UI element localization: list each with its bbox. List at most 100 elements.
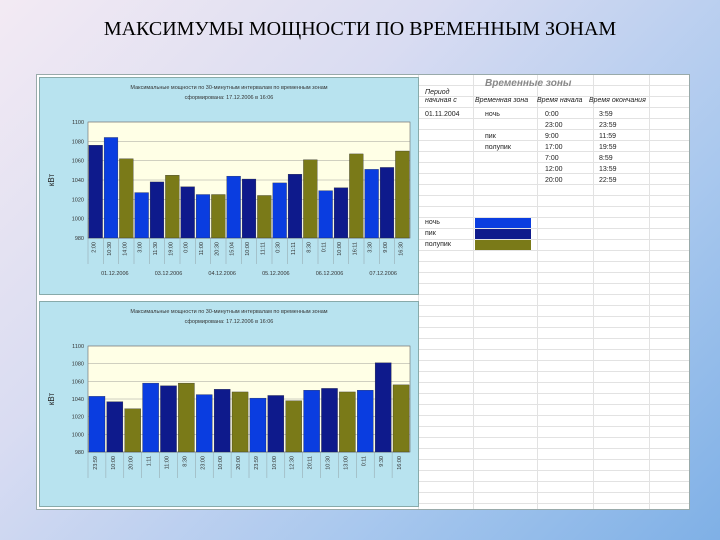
grid-column-line [537,75,538,509]
zone-cell-zone: полупик [485,144,511,151]
grid-row-line [418,129,689,130]
bar-night [88,396,106,453]
grid-row-line [418,228,689,229]
x-group-label: 03.12.2006 [155,271,183,277]
x-tick-label: 10:30 [326,456,332,470]
slide-title: МАКСИМУМЫ МОЩНОСТИ ПО ВРЕМЕННЫМ ЗОНАМ [103,18,617,40]
bar-peak [213,389,231,453]
x-tick-label: 20:11 [308,456,314,469]
zone-cell-start: 0:00 [545,111,559,118]
grid-row-line [418,162,689,163]
x-group-label: 04.12.2006 [208,271,236,277]
x-tick-label: 16:30 [398,242,404,256]
x-tick-label: 0:30 [276,242,282,253]
bar-peak [106,401,124,453]
bar-night [142,382,159,453]
grid-row-line [418,140,689,141]
x-tick-label: 15:04 [230,242,236,256]
grid-row-line [418,338,689,339]
bar-night [103,137,119,239]
grid-row-line [418,448,689,449]
bar-night [195,194,211,239]
bar-night [318,190,333,239]
y-tick-label: 1100 [72,344,84,350]
x-tick-label: 2:00 [92,242,98,253]
grid-row-line [418,283,689,284]
grid-row-line [418,107,689,108]
bar-halfpeak [231,391,249,453]
chart-bottom[interactable]: Максимальные мощности по 30-минутным инт… [39,301,419,507]
zone-cell-zone: ночь [485,111,500,118]
y-tick-label: 1080 [72,139,84,145]
zone-cell-end: 11:59 [599,133,616,140]
x-tick-label: 20:00 [129,456,135,470]
x-tick-label: 10:00 [111,456,117,470]
bar-night [249,397,267,453]
y-tick-label: 1100 [72,120,84,126]
grid-row-line [418,305,689,306]
x-tick-label: 20:00 [236,456,242,470]
y-tick-label: 1000 [72,432,84,438]
bar-night [226,175,241,239]
y-axis-label: кВт [47,174,56,187]
x-tick-label: 16:00 [397,456,403,470]
grid-column-line [593,75,594,509]
x-tick-label: 11:11 [260,242,266,255]
bar-halfpeak [178,382,195,453]
chart-title: Максимальные мощности по 30-минутным инт… [130,85,327,91]
y-tick-label: 980 [75,236,84,242]
zone-cell-end: 19:59 [599,144,617,151]
x-tick-label: 3:30 [368,242,374,253]
x-tick-label: 10:00 [337,242,343,256]
x-tick-label: 23:00 [200,456,206,470]
y-tick-label: 1040 [72,178,84,184]
x-tick-label: 0:11 [361,456,367,466]
bar-night [357,390,374,453]
bar-halfpeak [165,175,180,239]
grid-row-line [418,327,689,328]
zone-cell-end: 13:59 [599,166,617,173]
zone-legend-swatch [475,229,531,239]
zone-cell-start: 9:00 [545,133,559,140]
x-tick-label: 3:00 [138,242,144,253]
x-group-label: 01.12.2006 [101,271,129,277]
bar-peak [374,362,392,453]
grid-row-line [418,96,689,97]
grid-row-line [418,382,689,383]
y-tick-label: 1060 [72,379,84,385]
bar-halfpeak [257,195,272,239]
y-tick-label: 980 [75,450,84,456]
zone-cell-end: 23:59 [599,122,617,129]
x-group-label: 06.12.2006 [316,271,344,277]
bar-halfpeak [349,153,364,239]
grid-row-line [418,393,689,394]
zone-cell-end: 22:59 [599,177,617,184]
chart-subtitle: сформирована: 17.12.2006 в 16:06 [185,319,274,325]
bar-halfpeak [119,158,134,239]
x-tick-label: 8:30 [182,456,188,467]
zone-cell-zone: пик [485,133,496,140]
grid-row-line [418,316,689,317]
x-tick-label: 11:00 [165,456,171,469]
chart-title: Максимальные мощности по 30-минутным инт… [130,309,327,315]
bar-peak [267,395,285,453]
x-tick-label: 10:00 [272,456,278,470]
bar-night [364,169,379,239]
grid-row-line [418,184,689,185]
x-group-label: 05.12.2006 [262,271,290,277]
col-end-header: Время окончания [589,97,646,104]
bar-peak [241,178,257,239]
x-tick-label: 12:30 [290,456,296,470]
bar-halfpeak [303,159,318,239]
grid-row-line [418,217,689,218]
chart-top-svg: Максимальные мощности по 30-минутным инт… [47,85,411,277]
bar-night [272,182,287,239]
grid-row-line [418,294,689,295]
grid-row-line [418,85,689,86]
chart-top[interactable]: Максимальные мощности по 30-минутным инт… [39,77,419,295]
x-tick-label: 23:59 [93,456,99,470]
grid-row-line [418,404,689,405]
zone-legend-label: полупик [425,241,451,248]
col-period-header: Период начиная с [425,89,457,104]
grid-row-line [418,239,689,240]
